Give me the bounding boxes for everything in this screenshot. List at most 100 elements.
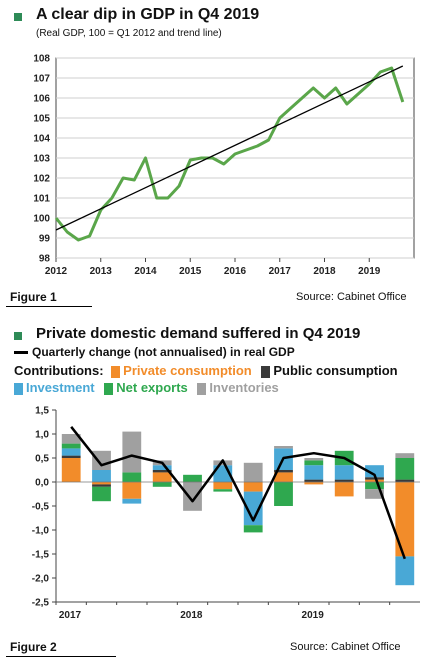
bar-segment — [334, 465, 354, 480]
bar-segment — [365, 489, 384, 499]
gdp-change-line — [70, 426, 406, 560]
y-tick-label: 1,0 — [35, 430, 49, 441]
figure-2-panel: Private domestic demand suffered in Q4 2… — [0, 320, 434, 662]
bar-segment — [61, 455, 81, 458]
bar-segment — [334, 479, 354, 482]
bar-segment — [92, 484, 111, 487]
bar-segment — [61, 443, 81, 449]
figure-1-rule — [6, 306, 92, 307]
bar-segment — [304, 460, 324, 466]
legend-key-net-exports — [104, 382, 114, 395]
x-year-label: 2018 — [180, 610, 203, 621]
bar-segment — [213, 489, 233, 492]
bar-segment — [243, 525, 263, 533]
bar-segment — [274, 470, 293, 473]
bar-segment — [395, 458, 415, 480]
y-tick-label: 0,5 — [35, 454, 49, 465]
x-tick-label: 2013 — [90, 266, 113, 277]
bar-segment — [61, 458, 81, 482]
figure-2-source: Source: Cabinet Office — [290, 641, 401, 653]
title-bullet-icon — [14, 332, 22, 340]
figure-1-panel: A clear dip in GDP in Q4 2019 (Real GDP,… — [0, 0, 434, 312]
bar-segment — [152, 465, 172, 470]
y-tick-label: 1,5 — [35, 406, 49, 417]
y-tick-label: 98 — [39, 254, 51, 265]
bar-segment — [122, 498, 142, 504]
bar-segment — [243, 482, 263, 492]
x-tick-label: 2018 — [313, 266, 336, 277]
x-tick-label: 2017 — [269, 266, 292, 277]
x-tick-label: 2015 — [179, 266, 202, 277]
bar-segment — [152, 482, 172, 487]
y-tick-label: -2,5 — [32, 598, 50, 609]
contributions-legend-row-2: Investment Net exports Inventories — [14, 380, 279, 395]
bar-segment — [304, 482, 324, 485]
x-year-label: 2017 — [59, 610, 82, 621]
title-bullet-icon — [14, 13, 22, 21]
y-tick-label: 102 — [33, 174, 50, 185]
bar-segment — [395, 482, 415, 557]
y-tick-label: 105 — [33, 114, 50, 125]
bar-segment — [183, 474, 202, 482]
y-tick-label: 99 — [39, 234, 51, 245]
legend-key-private-consumption — [111, 365, 121, 378]
figure-1-label: Figure 1 — [10, 290, 57, 304]
bar-segment — [122, 431, 142, 473]
y-tick-label: -0,5 — [32, 502, 50, 513]
y-tick-label: -1,5 — [32, 550, 50, 561]
bar-segment — [365, 465, 384, 478]
y-tick-label: -2,0 — [32, 574, 50, 585]
bar-segment — [274, 472, 293, 482]
bar-segment — [334, 482, 354, 497]
legend-label-public-consumption: Public consumption — [273, 363, 398, 378]
y-tick-label: 0,0 — [35, 478, 49, 489]
bar-segment — [274, 446, 293, 449]
gdp-line-legend: Quarterly change (not annualised) in rea… — [14, 345, 295, 359]
bar-segment — [304, 458, 324, 461]
bar-segment — [152, 472, 172, 482]
figure-2-title: Private domestic demand suffered in Q4 2… — [36, 325, 361, 342]
bar-segment — [395, 479, 415, 482]
gdp-series-line — [54, 66, 405, 242]
bar-segment — [365, 479, 384, 482]
figure-1-subtitle: (Real GDP, 100 = Q1 2012 and trend line) — [36, 28, 222, 39]
y-tick-label: 106 — [33, 94, 50, 105]
bar-segment — [61, 448, 81, 456]
bar-segment — [92, 486, 111, 502]
x-tick-label: 2014 — [134, 266, 157, 277]
x-tick-label: 2019 — [358, 266, 381, 277]
bar-segment — [92, 450, 111, 470]
bar-segment — [304, 479, 324, 482]
bar-segment — [365, 482, 384, 490]
bar-segment — [92, 470, 111, 482]
contributions-label: Contributions: — [14, 363, 104, 378]
y-tick-label: -1,0 — [32, 526, 50, 537]
bar-segment — [152, 470, 172, 473]
figure-1-title: A clear dip in GDP in Q4 2019 — [36, 6, 260, 23]
contributions-legend-row-1: Contributions: Private consumption Publi… — [14, 363, 398, 378]
bar-segment — [92, 482, 111, 485]
bar-segment — [213, 482, 233, 490]
y-tick-label: 104 — [33, 134, 50, 145]
legend-key-inventories — [197, 382, 207, 395]
line-legend-key — [14, 351, 28, 355]
x-tick-label: 2012 — [45, 266, 68, 277]
y-tick-label: 108 — [33, 54, 50, 65]
figure-2-label: Figure 2 — [10, 640, 57, 654]
contributions-bar-chart: 1,5 1,0 0,5 0,0 -0,5 -1,0 -1,5 -2,0 -2,5 2017 2018… — [32, 406, 420, 621]
bar-segment — [122, 482, 142, 499]
bar-segment — [243, 491, 263, 526]
bar-segment — [183, 482, 202, 511]
gdp-line-chart: 98 99 100 101 102 103 104 105 106 107 108 2012 2013 2… — [33, 54, 415, 277]
bar-segment — [61, 434, 81, 444]
bar-segment — [122, 472, 142, 482]
legend-key-investment — [14, 382, 23, 395]
y-tick-label: 101 — [33, 194, 50, 205]
trend-line — [55, 65, 404, 231]
bar-segment — [243, 462, 263, 482]
figure-2-rule — [6, 656, 116, 657]
bar-segment — [274, 482, 293, 506]
legend-key-public-consumption — [261, 365, 271, 378]
bar-segment — [395, 556, 415, 586]
legend-label-inventories: Inventories — [209, 380, 279, 395]
